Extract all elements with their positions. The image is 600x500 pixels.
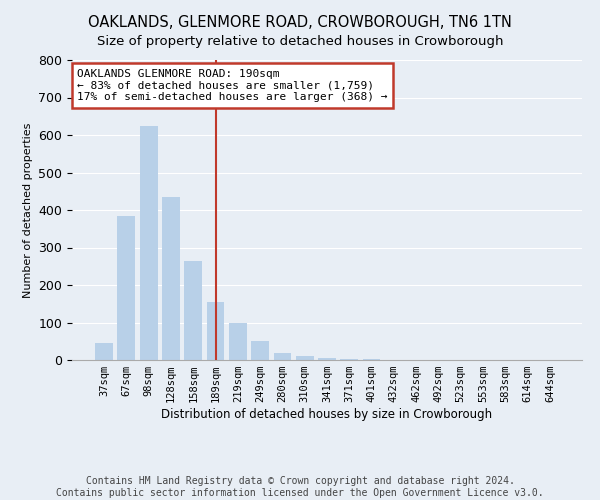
Bar bbox=[296, 356, 314, 360]
Bar bbox=[162, 197, 180, 360]
Bar bbox=[140, 126, 158, 360]
Bar bbox=[340, 359, 358, 360]
Bar bbox=[251, 341, 269, 360]
Bar bbox=[95, 343, 113, 360]
Bar bbox=[118, 216, 136, 360]
Bar bbox=[184, 260, 202, 360]
Bar bbox=[318, 358, 336, 360]
Text: Size of property relative to detached houses in Crowborough: Size of property relative to detached ho… bbox=[97, 35, 503, 48]
Bar bbox=[274, 352, 292, 360]
X-axis label: Distribution of detached houses by size in Crowborough: Distribution of detached houses by size … bbox=[161, 408, 493, 421]
Bar bbox=[206, 302, 224, 360]
Y-axis label: Number of detached properties: Number of detached properties bbox=[23, 122, 33, 298]
Text: OAKLANDS, GLENMORE ROAD, CROWBOROUGH, TN6 1TN: OAKLANDS, GLENMORE ROAD, CROWBOROUGH, TN… bbox=[88, 15, 512, 30]
Text: Contains HM Land Registry data © Crown copyright and database right 2024.
Contai: Contains HM Land Registry data © Crown c… bbox=[56, 476, 544, 498]
Bar bbox=[362, 359, 380, 360]
Bar bbox=[229, 322, 247, 360]
Text: OAKLANDS GLENMORE ROAD: 190sqm
← 83% of detached houses are smaller (1,759)
17% : OAKLANDS GLENMORE ROAD: 190sqm ← 83% of … bbox=[77, 69, 388, 102]
